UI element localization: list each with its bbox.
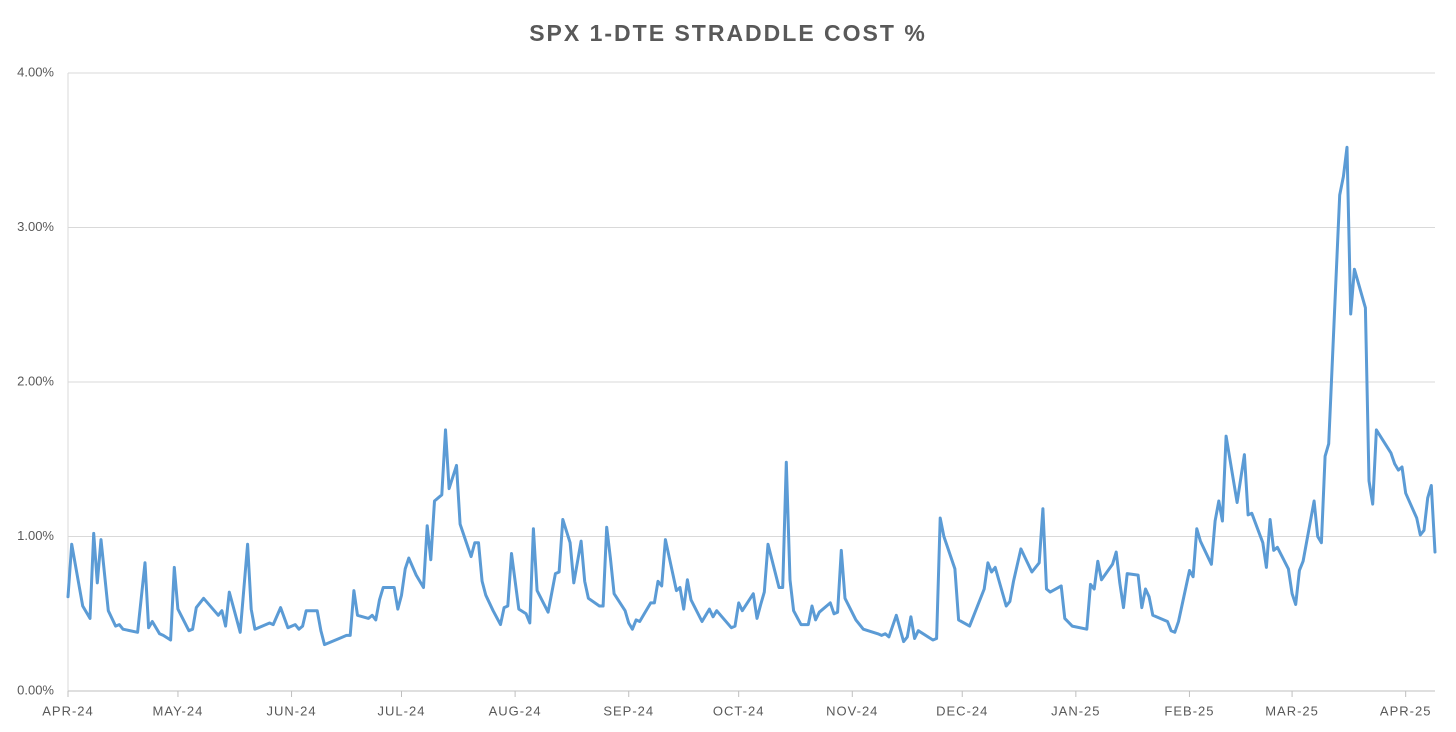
x-tick-label: JAN-25 [1051,703,1100,718]
x-tick-label: AUG-24 [489,703,542,718]
y-tick-label: 0.00% [17,682,54,697]
x-tick-label: OCT-24 [713,703,765,718]
y-tick-label: 4.00% [17,64,54,79]
y-tick-label: 2.00% [17,373,54,388]
x-tick-label: JUN-24 [267,703,317,718]
x-tick-label: APR-25 [1380,703,1432,718]
x-tick-label: DEC-24 [936,703,988,718]
y-tick-label: 3.00% [17,219,54,234]
x-tick-label: FEB-25 [1164,703,1214,718]
chart-title: SPX 1-DTE STRADDLE COST % [529,20,927,46]
x-tick-label: MAR-25 [1265,703,1319,718]
x-tick-label: JUL-24 [378,703,426,718]
y-tick-label: 1.00% [17,528,54,543]
x-tick-label: SEP-24 [603,703,654,718]
x-tick-label: APR-24 [42,703,94,718]
line-series [66,145,1437,647]
x-tick-label: NOV-24 [826,703,878,718]
x-tick-label: MAY-24 [153,703,204,718]
